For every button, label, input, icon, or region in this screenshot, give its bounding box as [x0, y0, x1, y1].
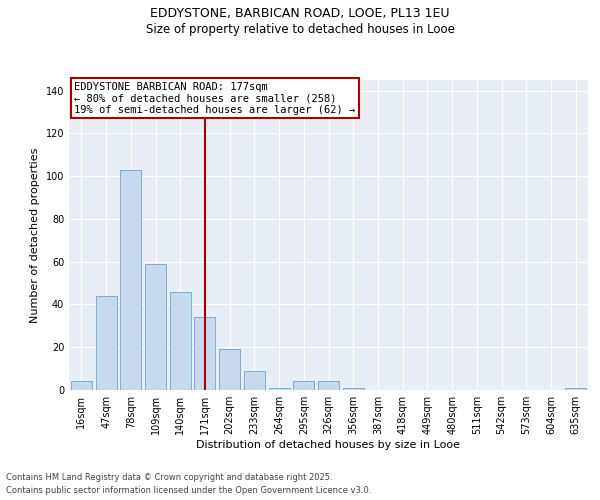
Bar [120, 170, 141, 390]
Bar [145, 264, 166, 390]
Y-axis label: Number of detached properties: Number of detached properties [30, 148, 40, 322]
Bar [170, 292, 191, 390]
X-axis label: Distribution of detached houses by size in Looe: Distribution of detached houses by size … [197, 440, 461, 450]
Bar [269, 388, 290, 390]
Text: EDDYSTONE, BARBICAN ROAD, LOOE, PL13 1EU: EDDYSTONE, BARBICAN ROAD, LOOE, PL13 1EU [150, 8, 450, 20]
Bar [565, 388, 586, 390]
Bar [318, 382, 339, 390]
Bar [71, 382, 92, 390]
Text: Contains public sector information licensed under the Open Government Licence v3: Contains public sector information licen… [6, 486, 371, 495]
Bar [293, 382, 314, 390]
Bar [95, 296, 116, 390]
Bar [219, 350, 240, 390]
Text: EDDYSTONE BARBICAN ROAD: 177sqm
← 80% of detached houses are smaller (258)
19% o: EDDYSTONE BARBICAN ROAD: 177sqm ← 80% of… [74, 82, 355, 115]
Text: Contains HM Land Registry data © Crown copyright and database right 2025.: Contains HM Land Registry data © Crown c… [6, 472, 332, 482]
Bar [194, 318, 215, 390]
Text: Size of property relative to detached houses in Looe: Size of property relative to detached ho… [146, 24, 454, 36]
Bar [343, 388, 364, 390]
Bar [244, 371, 265, 390]
